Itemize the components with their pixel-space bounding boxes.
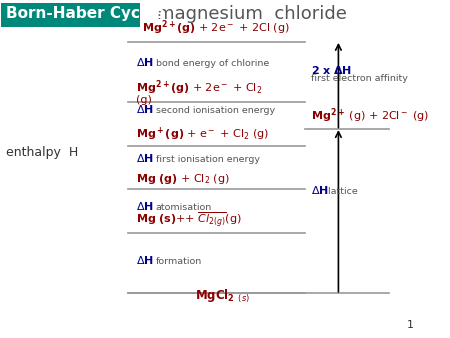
Text: $\Delta$H: $\Delta$H	[136, 152, 154, 164]
Text: magnesium  chloride: magnesium chloride	[157, 5, 347, 23]
FancyBboxPatch shape	[1, 3, 140, 26]
Text: $\mathbf{MgCl_2}$ $_{(s)}$: $\mathbf{MgCl_2}$ $_{(s)}$	[195, 288, 250, 305]
Text: Born-Haber Cycles: Born-Haber Cycles	[5, 6, 164, 21]
Text: atomisation: atomisation	[156, 203, 212, 212]
Text: $\mathbf{2\ x\ \Delta H}$: $\mathbf{2\ x\ \Delta H}$	[311, 64, 352, 76]
Text: $\Delta$H: $\Delta$H	[136, 56, 154, 68]
Text: $\mathbf{Mg^{2+}}$ (g) + 2Cl$^-$ (g): $\mathbf{Mg^{2+}}$ (g) + 2Cl$^-$ (g)	[311, 106, 429, 125]
Text: $\mathbf{Mg\ (g)}$ + Cl$_2$ (g): $\mathbf{Mg\ (g)}$ + Cl$_2$ (g)	[136, 172, 230, 187]
Text: $\mathbf{Mg^{2+}(g)}$ + 2e$^-$ + 2Cl (g): $\mathbf{Mg^{2+}(g)}$ + 2e$^-$ + 2Cl (g)	[143, 19, 290, 37]
Text: bond energy of chlorine: bond energy of chlorine	[156, 59, 269, 68]
Text: 1: 1	[407, 320, 414, 330]
Text: enthalpy  H: enthalpy H	[5, 146, 78, 159]
Text: formation: formation	[156, 257, 202, 266]
Text: $\mathbf{Mg^+(g)}$ + e$^-$ + Cl$_2$ (g): $\mathbf{Mg^+(g)}$ + e$^-$ + Cl$_2$ (g)	[136, 125, 270, 143]
Text: $\Delta$H: $\Delta$H	[311, 184, 329, 196]
Text: $\mathbf{Mg\ (s)}$++ $\overline{Cl_{2(g)}}$(g): $\mathbf{Mg\ (s)}$++ $\overline{Cl_{2(g)…	[136, 211, 242, 230]
Text: lattice: lattice	[325, 187, 358, 196]
Text: $\Delta$H: $\Delta$H	[136, 200, 154, 212]
Text: second ionisation energy: second ionisation energy	[156, 106, 274, 115]
Text: $\Delta$H: $\Delta$H	[136, 103, 154, 115]
Text: (g): (g)	[136, 95, 152, 105]
Text: $\mathbf{Mg^{2+}(g)}$ + 2e$^-$ + Cl$_2$: $\mathbf{Mg^{2+}(g)}$ + 2e$^-$ + Cl$_2$	[136, 78, 262, 97]
Text: $\Delta$H: $\Delta$H	[136, 254, 154, 266]
Text: first ionisation energy: first ionisation energy	[156, 155, 260, 164]
Text: first electron affinity: first electron affinity	[311, 73, 408, 82]
